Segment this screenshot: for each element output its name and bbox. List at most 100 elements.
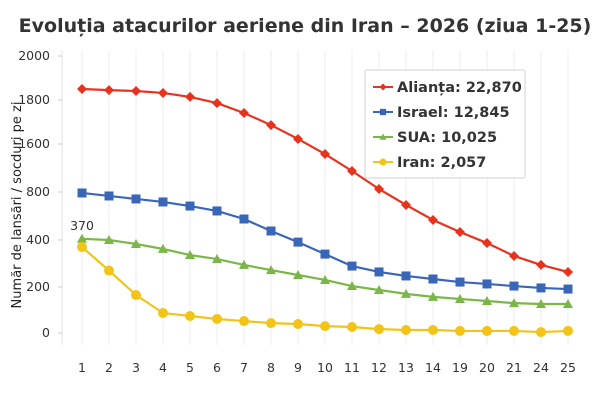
series-3	[77, 242, 573, 338]
data-point	[131, 85, 141, 96]
y-tick-label: 200	[26, 279, 50, 294]
data-point	[131, 238, 141, 248]
data-point	[428, 214, 438, 225]
data-point	[158, 197, 168, 207]
data-point	[374, 184, 384, 194]
data-point	[374, 267, 384, 277]
data-point	[239, 316, 249, 327]
x-tick-label: 9	[294, 360, 302, 375]
data-point	[509, 250, 519, 261]
data-point	[536, 283, 546, 293]
data-point	[320, 149, 330, 160]
data-point	[104, 265, 114, 276]
data-point	[185, 250, 195, 260]
data-point	[293, 237, 303, 247]
data-point	[509, 325, 519, 336]
data-point	[293, 133, 303, 144]
data-point	[347, 166, 357, 176]
data-point	[428, 291, 438, 301]
data-point	[104, 85, 114, 96]
x-tick-label: 3	[132, 360, 140, 375]
data-point	[320, 249, 330, 259]
y-tick-label: 400	[26, 232, 50, 247]
data-point	[77, 188, 87, 198]
data-point	[563, 299, 573, 309]
data-point	[212, 254, 222, 264]
data-point	[77, 84, 87, 94]
data-point	[563, 325, 573, 336]
x-tick-label: 5	[186, 360, 194, 375]
data-point	[266, 120, 276, 131]
data-point	[293, 319, 303, 330]
data-point	[158, 307, 168, 318]
data-point	[266, 265, 276, 275]
series-0	[77, 84, 573, 277]
data-point	[347, 261, 357, 271]
legend-entry: SUA: 10,025	[397, 130, 497, 146]
y-tick-label: 1600	[18, 136, 50, 151]
data-point	[374, 284, 384, 294]
data-point	[104, 191, 114, 201]
x-tick-label: 25	[560, 360, 576, 375]
x-tick-label: 13	[398, 360, 414, 375]
y-tick-label: 1800	[18, 92, 50, 107]
legend-entry: Alianța: 22,870	[397, 80, 522, 96]
data-point	[185, 201, 195, 211]
data-point	[347, 322, 357, 333]
data-point	[455, 293, 465, 303]
data-point	[563, 266, 573, 277]
series-2	[77, 233, 573, 309]
data-point	[212, 313, 222, 324]
data-point	[185, 91, 195, 102]
data-point	[77, 233, 87, 243]
data-point	[374, 324, 384, 335]
data-point	[158, 243, 168, 253]
data-point	[401, 325, 411, 336]
legend-marker	[379, 133, 387, 140]
x-tick-label: 21	[506, 360, 522, 375]
x-tick-label: 12	[371, 360, 387, 375]
x-tick-label: 24	[533, 360, 549, 375]
data-point	[212, 206, 222, 216]
data-point	[212, 98, 222, 109]
x-tick-label: 2	[105, 360, 113, 375]
data-point	[509, 298, 519, 308]
series-1	[77, 188, 573, 294]
y-tick-label: 2000	[18, 48, 50, 63]
data-point	[536, 299, 546, 309]
data-point	[509, 281, 519, 291]
data-point	[131, 194, 141, 204]
data-point	[428, 325, 438, 336]
y-axis-label: Număr de lansări / socduri pe zi	[10, 102, 25, 309]
data-point	[401, 288, 411, 298]
y-tick-label: 0	[42, 325, 50, 340]
data-point	[293, 270, 303, 280]
data-point	[482, 238, 492, 249]
data-point	[185, 310, 195, 321]
data-point	[320, 321, 330, 332]
data-point	[239, 259, 249, 269]
data-point	[320, 274, 330, 284]
chart-title: Evoluția atacurilor aeriene din Iran – 2…	[19, 15, 592, 37]
x-tick-label: 20	[479, 360, 495, 375]
data-point	[104, 235, 114, 244]
data-point	[536, 327, 546, 338]
x-tick-label: 14	[425, 360, 441, 375]
x-tick-label: 6	[213, 360, 221, 375]
data-point	[482, 296, 492, 306]
data-point	[455, 325, 465, 336]
data-point	[266, 318, 276, 329]
data-point	[158, 87, 168, 98]
legend-marker	[379, 108, 387, 116]
data-point	[482, 325, 492, 336]
data-point	[266, 226, 276, 236]
legend-entry: Israel: 12,845	[397, 105, 510, 121]
x-tick-label: 1	[78, 360, 86, 375]
data-point	[455, 226, 465, 237]
legend: Alianța: 22,870 Israel: 12,845 SUA: 10,025…	[364, 69, 526, 179]
data-point	[347, 281, 357, 291]
data-point	[455, 277, 465, 287]
data-point	[401, 199, 411, 210]
